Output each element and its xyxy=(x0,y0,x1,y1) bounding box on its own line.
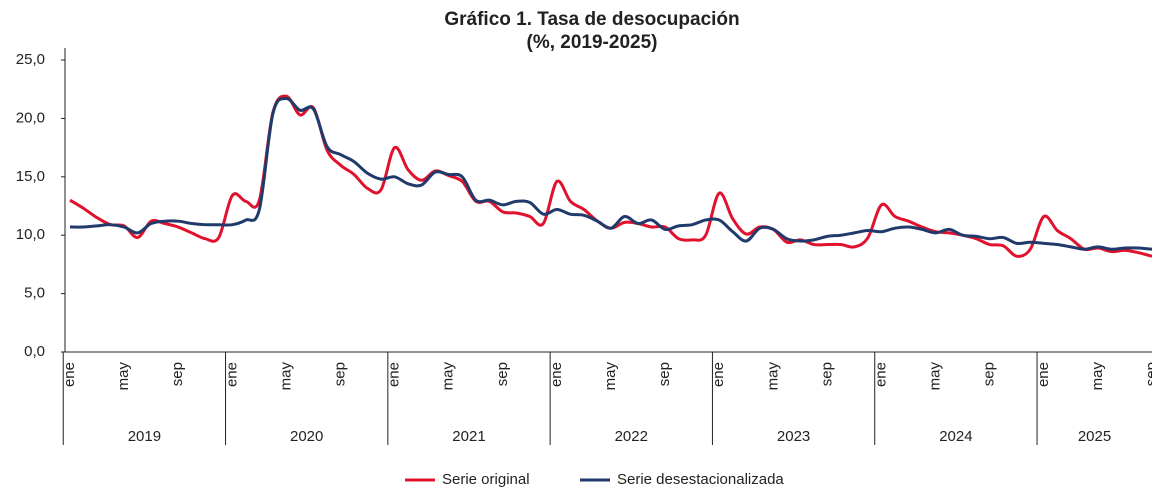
year-label: 2024 xyxy=(939,428,972,445)
y-tick-label: 0,0 xyxy=(24,343,45,360)
y-tick-label: 10,0 xyxy=(16,226,45,243)
legend-label: Serie desestacionalizada xyxy=(617,471,784,488)
year-label: 2023 xyxy=(777,428,810,445)
x-tick-label: ene xyxy=(872,362,889,387)
year-label: 2019 xyxy=(128,428,161,445)
series-line xyxy=(69,97,1152,251)
year-label: 2025 xyxy=(1078,428,1111,445)
x-tick-label: sep xyxy=(169,362,186,386)
year-label: 2021 xyxy=(452,428,485,445)
y-tick-label: 15,0 xyxy=(16,168,45,185)
chart-title: Gráfico 1. Tasa de desocupación xyxy=(444,9,739,30)
x-tick-label: may xyxy=(927,362,944,391)
year-label: 2022 xyxy=(615,428,648,445)
year-label: 2020 xyxy=(290,428,323,445)
x-tick-label: may xyxy=(115,362,132,391)
x-tick-label: ene xyxy=(61,362,78,387)
x-tick-label: ene xyxy=(1035,362,1052,387)
x-tick-label: sep xyxy=(331,362,348,386)
y-tick-label: 20,0 xyxy=(16,109,45,126)
x-tick-label: may xyxy=(1089,362,1106,391)
x-tick-label: ene xyxy=(548,362,565,387)
x-tick-label: sep xyxy=(494,362,511,386)
x-tick-label: may xyxy=(277,362,294,391)
x-tick-label: sep xyxy=(656,362,673,386)
x-tick-label: sep xyxy=(981,362,998,386)
x-tick-label: ene xyxy=(710,362,727,387)
x-tick-label: sep xyxy=(818,362,835,386)
series-line xyxy=(69,94,1152,258)
x-tick-label: ene xyxy=(386,362,403,387)
x-tick-label: may xyxy=(602,362,619,391)
x-tick-label: may xyxy=(764,362,781,391)
x-tick-label: sep xyxy=(1143,362,1152,386)
y-tick-label: 25,0 xyxy=(16,51,45,68)
x-tick-label: ene xyxy=(223,362,240,387)
y-tick-label: 5,0 xyxy=(24,285,45,302)
legend-label: Serie original xyxy=(442,471,530,488)
chart-subtitle: (%, 2019-2025) xyxy=(527,32,658,53)
x-tick-label: may xyxy=(440,362,457,391)
